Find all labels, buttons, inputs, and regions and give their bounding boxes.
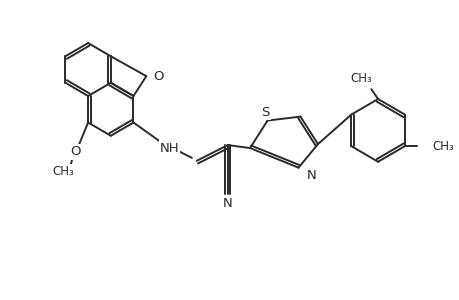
Text: CH₃: CH₃ (350, 72, 372, 85)
Text: CH₃: CH₃ (431, 140, 453, 153)
Text: N: N (223, 197, 232, 211)
Text: O: O (153, 70, 163, 83)
Text: NH: NH (159, 142, 179, 154)
Text: S: S (261, 106, 269, 119)
Text: N: N (306, 169, 315, 182)
Text: O: O (70, 146, 81, 158)
Text: CH₃: CH₃ (52, 165, 73, 178)
